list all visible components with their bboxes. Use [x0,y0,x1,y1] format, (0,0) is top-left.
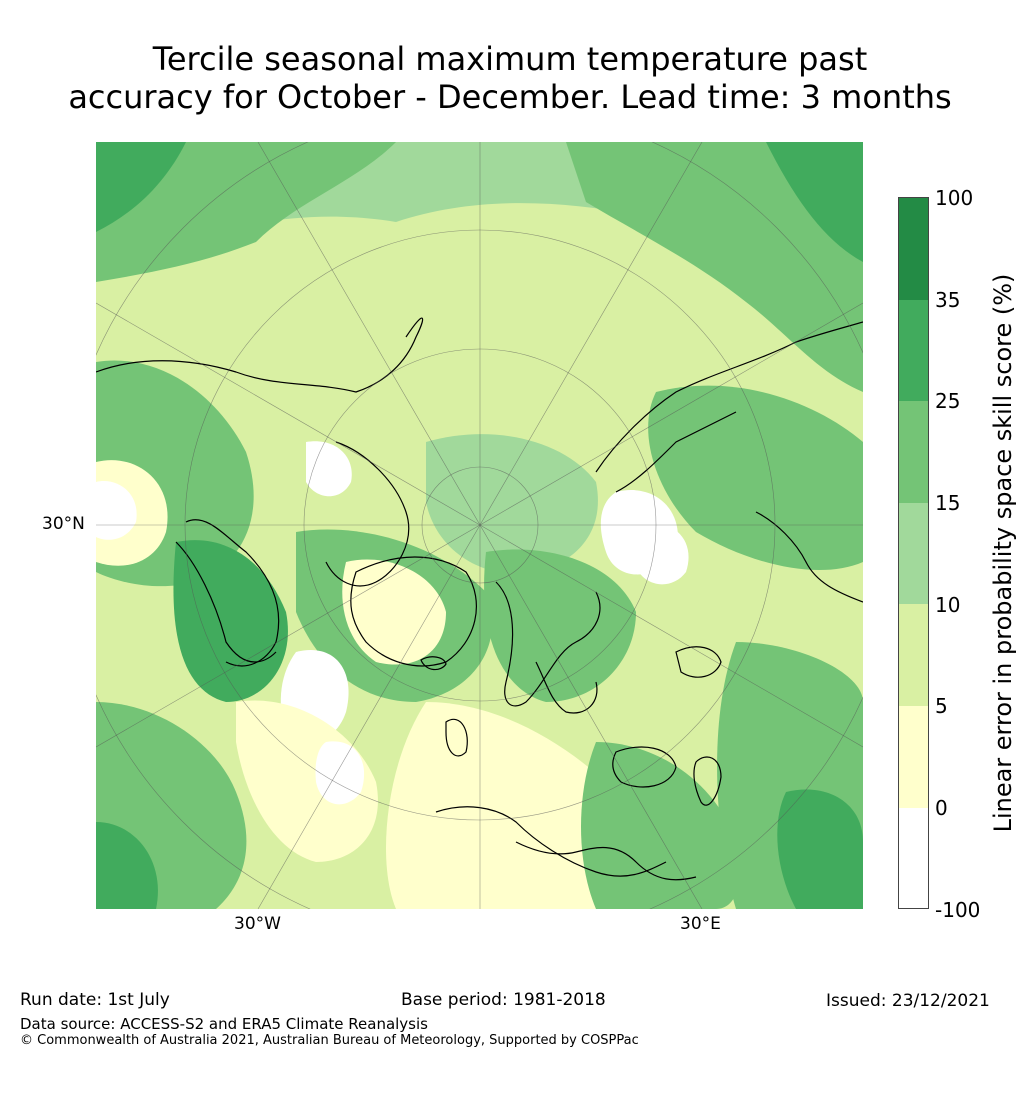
field-green-northwest [96,142,396,282]
colorbar-tick-neg100: -100 [935,898,981,922]
field-dark-northwest [96,142,186,232]
field-dark-southeast [777,789,863,909]
coast-east-asia [755,511,863,603]
title-line-1: Tercile seasonal maximum temperature pas… [152,40,868,78]
meridian-150w [257,142,481,526]
lon-label-30w: 30°W [234,914,281,934]
coast-greenland [350,556,477,667]
colorbar [898,197,929,909]
coast-iceland [420,656,447,671]
meridian-120e [479,302,863,526]
skill-fields [96,142,863,909]
meridian-150e [479,142,703,526]
polar-map [96,142,863,909]
colorbar-tick-0: 0 [935,796,948,820]
field-green-mediterranean [581,742,740,909]
colorbar-tick-25: 25 [935,389,961,413]
issued-date: Issued: 23/12/2021 [826,991,990,1011]
copyright: © Commonwealth of Australia 2021, Austra… [20,1033,639,1048]
colorbar-bin-25-35 [899,300,928,401]
coast-mediterranean [515,841,697,881]
lon-label-30e: 30°E [680,914,721,934]
map-title: Tercile seasonal maximum temperature pas… [0,40,1020,116]
field-yellow-greenland [342,559,446,665]
meridian-30w [257,524,481,909]
meridian-30e [479,524,703,909]
title-line-2: accuracy for October - December. Lead ti… [68,78,952,116]
coast-siberia [615,411,737,493]
coast-caspian [693,756,722,806]
graticule [96,142,863,909]
colorbar-tick-5: 5 [935,694,948,718]
coast-uk [445,718,468,757]
colorbar-bin-neg100-0 [899,808,928,908]
field-white-east [634,521,689,585]
field-yellow-atlantic [236,700,378,862]
data-source: Data source: ACCESS-S2 and ERA5 Climate … [20,1015,428,1033]
field-green-northeast [566,142,863,392]
coast-archipelago [325,441,410,587]
field-dark-southwest [96,822,158,909]
colorbar-label: Linear error in probability space skill … [989,273,1017,833]
colorbar-bin-15-25 [899,401,928,503]
meridian-60w [96,524,481,748]
field-dark-northeast [766,142,863,262]
field-white-northwest [306,441,352,497]
coastlines [96,317,863,881]
base-period: Base period: 1981-2018 [401,990,606,1010]
lat-label-30n: 30°N [42,514,85,534]
colorbar-tick-100: 100 [935,186,974,210]
field-green-scandinavia [484,549,636,702]
meridian-60e [479,524,863,748]
colorbar-bin-5-10 [899,604,928,706]
coast-labrador [175,541,277,663]
field-green-arctic-ocean [426,434,598,574]
coast-scandinavia [495,581,601,707]
coast-north-america [96,317,424,393]
colorbar-tick-15: 15 [935,491,961,515]
coast-black-sea [612,746,677,788]
colorbar-bin-35-100 [899,198,928,300]
field-green-russia [648,385,863,571]
colorbar-bin-10-15 [899,503,928,604]
coast-russia [595,321,863,473]
run-date: Run date: 1st July [20,990,170,1010]
field-yellow-europe [386,702,646,909]
coast-europe [435,806,667,877]
colorbar-bin-0-5 [899,706,928,808]
coast-lake [675,646,722,678]
colorbar-tick-10: 10 [935,593,961,617]
coast-baltic [535,661,598,714]
meridian-120w [96,302,481,526]
colorbar-tick-35: 35 [935,288,961,312]
